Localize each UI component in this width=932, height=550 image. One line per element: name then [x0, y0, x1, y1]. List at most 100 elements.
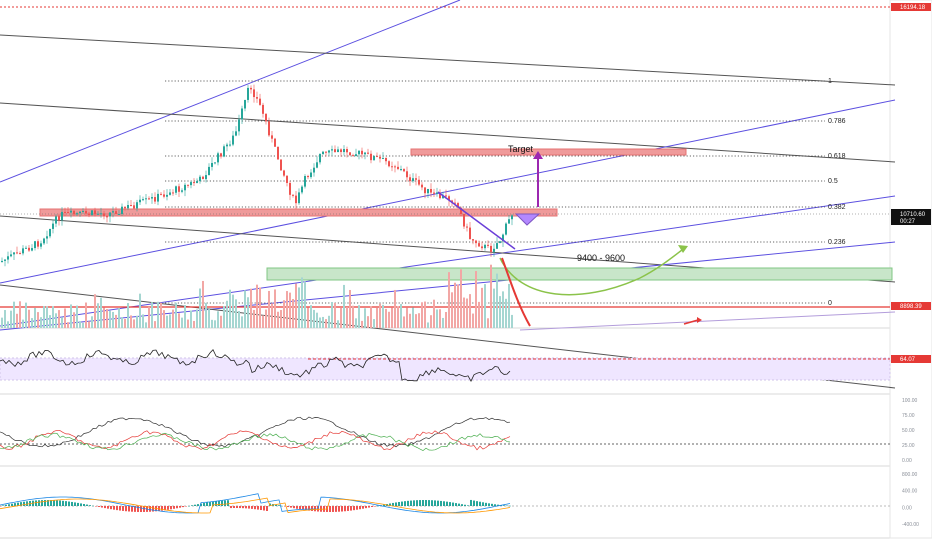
macd-bar	[242, 506, 244, 509]
rsi-value-tag	[891, 355, 931, 363]
macd-bar	[11, 503, 13, 506]
candle-body	[166, 194, 168, 197]
candle-body	[433, 192, 435, 194]
candle-body	[82, 210, 84, 212]
volume-bar	[463, 297, 465, 328]
macd-bar	[410, 500, 412, 506]
candle-body	[385, 157, 387, 162]
candle-body	[325, 151, 327, 153]
volume-bar	[94, 294, 96, 328]
volume-bar	[394, 289, 396, 328]
volume-bar	[52, 306, 54, 328]
candle-body	[358, 150, 360, 155]
volume-bar	[340, 307, 342, 328]
macd-bar	[161, 506, 163, 511]
macd-bar	[392, 502, 394, 506]
volume-bar	[142, 314, 144, 328]
volume-bar	[190, 310, 192, 328]
volume-bar	[448, 272, 450, 328]
candle-body	[112, 211, 114, 213]
volume-bar	[58, 310, 60, 328]
candle-body	[25, 247, 27, 249]
candle-body	[226, 144, 228, 147]
candlesticks	[1, 84, 513, 267]
candle-body	[367, 152, 369, 154]
volume-bar	[226, 300, 228, 328]
volume-bar	[34, 308, 36, 328]
candle-body	[349, 152, 351, 156]
macd-bar	[149, 506, 151, 512]
macd-bar	[293, 506, 295, 509]
candle-body	[196, 181, 198, 184]
volume-bar	[430, 315, 432, 328]
volume-bar	[478, 301, 480, 328]
candle-body	[91, 210, 93, 215]
axis-tick-label: 0.00	[902, 505, 912, 511]
volume-bar	[76, 305, 78, 328]
volume-bar	[265, 309, 267, 328]
current-price-tag	[891, 209, 931, 225]
countdown-text: 00:27	[900, 219, 916, 225]
macd-bar	[311, 506, 313, 511]
candle-body	[502, 234, 504, 242]
candle-body	[181, 190, 183, 192]
volume-bar	[433, 299, 435, 328]
candle-body	[151, 197, 153, 199]
macd-bar	[14, 503, 16, 506]
macd-bar	[425, 500, 427, 506]
candle-body	[259, 98, 261, 105]
macd-bar	[503, 505, 505, 506]
macd-bar	[461, 504, 463, 506]
candle-body	[94, 210, 96, 215]
candle-body	[403, 169, 405, 172]
volume-bar	[184, 305, 186, 328]
macd-bar	[134, 506, 136, 512]
macd-bar	[227, 500, 229, 506]
macd-bar	[347, 506, 349, 511]
candle-body	[169, 192, 171, 195]
candle-body	[55, 216, 57, 224]
macd-bar	[356, 506, 358, 510]
macd-bar	[362, 506, 364, 509]
macd-bar	[224, 500, 226, 506]
volume-bar	[151, 302, 153, 328]
volume-bar	[499, 296, 501, 328]
target-label: Target	[508, 144, 534, 154]
candle-body	[298, 192, 300, 204]
target-box	[410, 148, 687, 156]
candle-body	[331, 149, 333, 151]
macd-bar	[62, 500, 64, 506]
volume-bar	[220, 315, 222, 328]
support-box	[266, 267, 893, 281]
volume-bar	[412, 307, 414, 328]
macd-bar	[365, 506, 367, 509]
volume-bar	[133, 319, 135, 328]
volume-bar	[481, 287, 483, 328]
macd-bar	[50, 500, 52, 506]
volume-bar	[268, 290, 270, 328]
fib-label: 0.5	[828, 178, 838, 185]
volume-bar	[445, 312, 447, 328]
candle-body	[49, 228, 51, 237]
macd-bar	[344, 506, 346, 512]
candle-body	[415, 178, 417, 180]
candle-body	[187, 184, 189, 186]
volume-bar	[475, 271, 477, 328]
volume-bar	[388, 311, 390, 328]
support-price-text: 8898.39	[900, 304, 922, 310]
macd-bar	[2, 505, 4, 506]
macd-bar	[428, 500, 430, 506]
axis-tick-label: 100.00	[902, 398, 918, 404]
macd-bar	[203, 503, 205, 506]
candle-body	[304, 176, 306, 187]
candle-body	[100, 213, 102, 215]
macd-bar	[215, 501, 217, 506]
macd-bar	[395, 502, 397, 506]
macd-bar	[419, 500, 421, 506]
candle-body	[268, 121, 270, 136]
macd-bar	[497, 504, 499, 506]
macd-bar	[122, 506, 124, 511]
candle-body	[238, 119, 240, 132]
candle-body	[478, 243, 480, 247]
volume-bar	[415, 314, 417, 328]
